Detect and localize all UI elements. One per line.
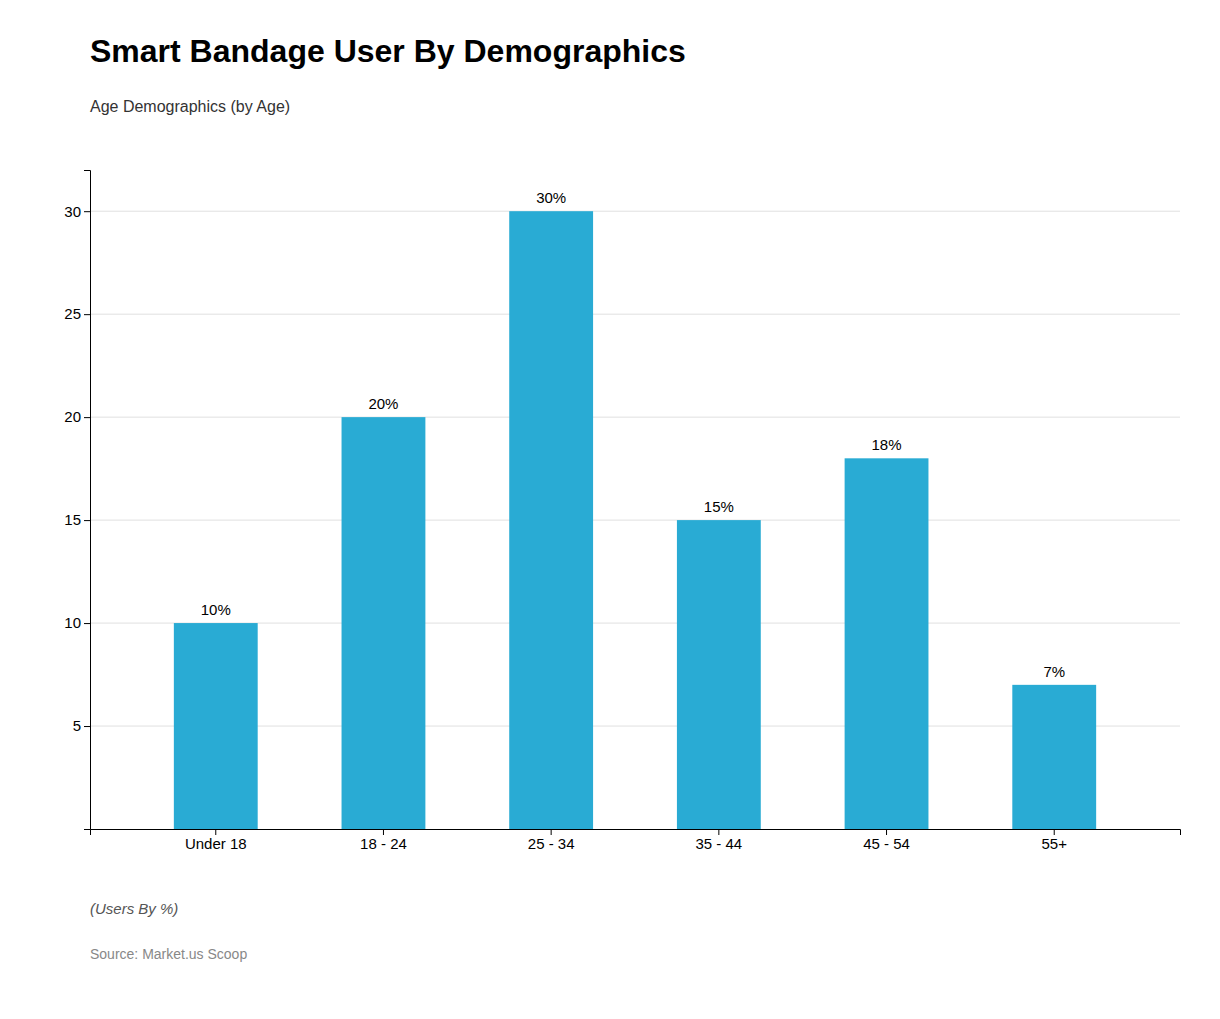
y-tick: 25 (64, 305, 90, 322)
chart-container: Smart Bandage User By Demographics Age De… (0, 0, 1220, 1019)
data-labels: 10% 20% 30% 15% 18% 7% (201, 189, 1065, 680)
grid-line (90, 520, 1180, 521)
x-tick: Under 18 (185, 829, 247, 852)
y-tick: 30 (64, 202, 90, 219)
x-tick-label: Under 18 (185, 835, 247, 852)
y-axis-line (84, 171, 91, 830)
bar (342, 417, 426, 829)
x-tick: 35 - 44 (695, 829, 742, 852)
bar (845, 458, 929, 829)
y-tick-mark (84, 520, 90, 521)
y-tick-mark (84, 417, 90, 418)
title: Smart Bandage User By Demographics (90, 33, 686, 69)
data-label: 30% (536, 189, 566, 206)
y-tick-mark (84, 623, 90, 624)
grid-line (90, 417, 1180, 418)
chart: Smart Bandage User By Demographics Age De… (0, 0, 1220, 1019)
data-label: 7% (1043, 663, 1065, 680)
y-axis: 5 10 15 20 25 30 (64, 171, 90, 830)
grid-line (90, 211, 1180, 212)
data-label: 18% (872, 436, 902, 453)
x-tick: 45 - 54 (863, 829, 910, 852)
y-tick-mark (84, 726, 90, 727)
y-tick: 5 (73, 717, 90, 734)
y-tick-label: 5 (73, 717, 81, 734)
y-tick: 20 (64, 408, 90, 425)
x-tick: 25 - 34 (528, 829, 575, 852)
source: Source: Market.us Scoop (90, 946, 247, 962)
x-tick: 18 - 24 (360, 829, 407, 852)
bar (677, 520, 761, 829)
y-tick-mark (84, 314, 90, 315)
subtitle: Age Demographics (by Age) (90, 98, 290, 115)
x-tick-label: 45 - 54 (863, 835, 910, 852)
grid-line (90, 314, 1180, 315)
x-tick-label: 55+ (1042, 835, 1068, 852)
bar (1012, 685, 1096, 829)
x-axis-line (91, 830, 1181, 836)
y-tick: 10 (64, 614, 90, 631)
x-tick-label: 18 - 24 (360, 835, 407, 852)
bar (509, 211, 593, 829)
data-label: 15% (704, 498, 734, 515)
y-tick-label: 30 (64, 202, 81, 219)
bar (174, 623, 258, 829)
y-tick: 15 (64, 511, 90, 528)
y-tick-label: 15 (64, 511, 81, 528)
y-tick-label: 10 (64, 614, 81, 631)
y-tick-mark (84, 211, 90, 212)
x-tick-label: 35 - 44 (695, 835, 742, 852)
y-tick-label: 25 (64, 305, 81, 322)
x-tick-label: 25 - 34 (528, 835, 575, 852)
y-axis-label: (Users By %) (90, 900, 178, 917)
x-tick: 55+ (1042, 829, 1068, 852)
bars (174, 211, 1096, 829)
data-label: 20% (368, 395, 398, 412)
y-tick-label: 20 (64, 408, 81, 425)
x-axis: Under 18 18 - 24 25 - 34 35 - 44 45 - 54 55+ (91, 829, 1181, 852)
data-label: 10% (201, 601, 231, 618)
